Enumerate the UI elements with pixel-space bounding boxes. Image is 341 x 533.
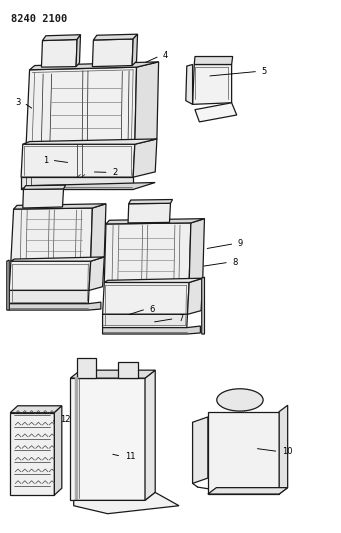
- Polygon shape: [70, 370, 155, 378]
- Polygon shape: [135, 62, 159, 144]
- Polygon shape: [208, 488, 288, 494]
- Polygon shape: [103, 314, 188, 328]
- Ellipse shape: [217, 389, 263, 411]
- Polygon shape: [21, 177, 133, 189]
- Text: 1: 1: [43, 156, 48, 165]
- Polygon shape: [104, 223, 191, 282]
- Text: 7: 7: [178, 314, 183, 323]
- Polygon shape: [103, 282, 189, 314]
- Polygon shape: [14, 204, 106, 209]
- Polygon shape: [11, 257, 104, 261]
- Polygon shape: [10, 413, 54, 495]
- Polygon shape: [103, 326, 201, 334]
- Polygon shape: [189, 219, 205, 282]
- Text: 9: 9: [238, 239, 243, 248]
- Polygon shape: [23, 189, 63, 208]
- Polygon shape: [54, 406, 62, 495]
- Polygon shape: [186, 64, 193, 104]
- Polygon shape: [118, 362, 138, 378]
- Text: 4: 4: [163, 52, 168, 60]
- Polygon shape: [92, 39, 133, 67]
- Polygon shape: [9, 290, 89, 304]
- Polygon shape: [9, 302, 101, 310]
- Text: 8240 2100: 8240 2100: [11, 14, 67, 24]
- Polygon shape: [70, 378, 145, 500]
- Polygon shape: [104, 278, 203, 282]
- Polygon shape: [10, 406, 62, 413]
- Polygon shape: [128, 203, 170, 223]
- Polygon shape: [132, 34, 137, 66]
- Polygon shape: [188, 278, 203, 314]
- Polygon shape: [279, 405, 288, 494]
- Polygon shape: [93, 34, 137, 40]
- Polygon shape: [202, 277, 205, 334]
- Polygon shape: [91, 204, 106, 261]
- Polygon shape: [208, 411, 279, 494]
- Polygon shape: [7, 260, 9, 310]
- Polygon shape: [74, 492, 179, 514]
- Text: 11: 11: [125, 452, 135, 461]
- Polygon shape: [9, 261, 91, 290]
- Polygon shape: [43, 35, 80, 41]
- Polygon shape: [23, 139, 157, 144]
- Polygon shape: [133, 139, 157, 177]
- Polygon shape: [24, 185, 65, 189]
- Polygon shape: [106, 219, 205, 224]
- Polygon shape: [76, 35, 80, 67]
- Polygon shape: [193, 64, 232, 104]
- Polygon shape: [30, 62, 159, 70]
- Polygon shape: [21, 182, 155, 189]
- Polygon shape: [77, 358, 96, 378]
- Polygon shape: [26, 67, 136, 144]
- Polygon shape: [193, 417, 208, 483]
- Text: 5: 5: [262, 67, 267, 76]
- Polygon shape: [145, 370, 155, 500]
- Polygon shape: [11, 208, 92, 261]
- Text: 2: 2: [112, 168, 117, 177]
- Text: 8: 8: [232, 258, 238, 266]
- Text: 3: 3: [15, 98, 20, 107]
- Polygon shape: [21, 144, 135, 177]
- Text: 12: 12: [60, 415, 70, 424]
- Polygon shape: [129, 199, 173, 204]
- Polygon shape: [89, 257, 104, 290]
- Polygon shape: [195, 103, 237, 122]
- Text: 10: 10: [282, 447, 292, 456]
- Polygon shape: [42, 39, 77, 67]
- Text: 6: 6: [149, 304, 155, 313]
- Polygon shape: [194, 56, 233, 64]
